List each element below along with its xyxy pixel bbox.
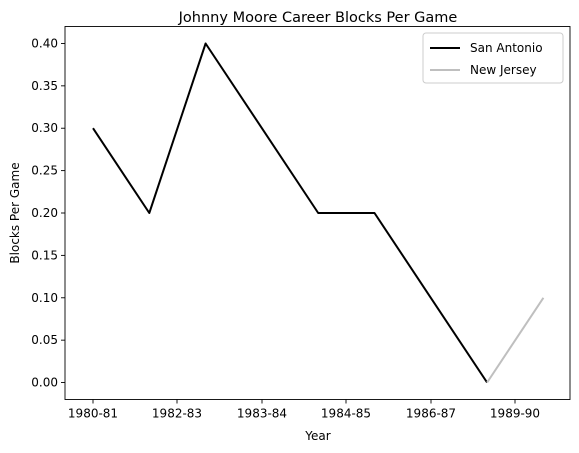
x-tick-label-5: 1989-90 — [490, 407, 540, 421]
legend-label-0: San Antonio — [470, 41, 543, 55]
y-tick-label-1: 0.05 — [31, 333, 58, 347]
legend: San Antonio New Jersey — [422, 32, 564, 84]
plot-lines — [92, 42, 545, 384]
chart-title: Johnny Moore Career Blocks Per Game — [178, 10, 458, 26]
y-tick-label-7: 0.35 — [31, 79, 58, 93]
y-tick-label-8: 0.40 — [31, 36, 58, 50]
x-tick-label-0: 1980-81 — [68, 407, 118, 421]
y-axis-label: Blocks Per Game — [8, 162, 22, 263]
y-tick-label-0: 0.00 — [31, 376, 58, 390]
y-axis: 0.00 0.05 0.10 0.15 0.20 0.25 0.30 0.35 0.40 — [31, 36, 65, 390]
y-tick-label-5: 0.25 — [31, 164, 58, 178]
x-tick-label-2: 1983-84 — [237, 407, 287, 421]
y-tick-label-4: 0.20 — [31, 206, 58, 220]
legend-label-1: New Jersey — [470, 63, 537, 77]
y-tick-label-2: 0.10 — [31, 291, 58, 305]
x-tick-label-4: 1986-87 — [406, 407, 456, 421]
x-tick-label-1: 1982-83 — [152, 407, 202, 421]
x-axis-label: Year — [304, 429, 330, 443]
series-line-1 — [486, 297, 545, 384]
series-line-0 — [92, 42, 488, 384]
x-axis: 1980-81 1982-83 1983-84 1984-85 1986-87 1989-… — [68, 399, 540, 421]
y-tick-label-3: 0.15 — [31, 248, 58, 262]
y-tick-label-6: 0.30 — [31, 121, 58, 135]
x-tick-label-3: 1984-85 — [321, 407, 371, 421]
